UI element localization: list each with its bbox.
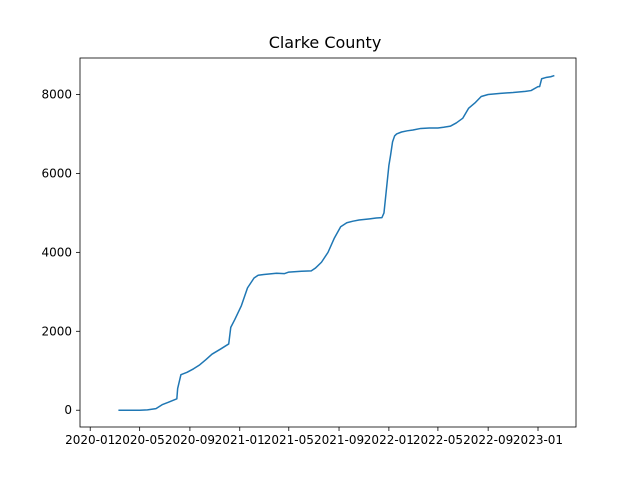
chart-title: Clarke County (269, 33, 382, 52)
x-tick-label: 2021-05 (264, 433, 314, 447)
y-axis-ticks: 0 2000 4000 6000 8000 (41, 88, 80, 417)
x-tick-label: 2022-01 (364, 433, 414, 447)
series-line (118, 74, 555, 411)
y-tick-label: 8000 (41, 88, 72, 102)
y-tick-label: 2000 (41, 324, 72, 338)
x-tick-label: 2021-01 (215, 433, 265, 447)
y-tick-label: 0 (64, 403, 72, 417)
x-tick-label: 2022-09 (463, 433, 513, 447)
y-tick-label: 4000 (41, 245, 72, 259)
x-tick-label: 2020-01 (65, 433, 115, 447)
x-tick-label: 2022-05 (413, 433, 463, 447)
plot-area (80, 58, 576, 427)
x-tick-label: 2023-01 (513, 433, 563, 447)
y-tick-label: 6000 (41, 166, 72, 180)
x-tick-label: 2021-09 (314, 433, 364, 447)
x-tick-label: 2020-09 (165, 433, 215, 447)
plot-frame (79, 57, 577, 428)
x-tick-label: 2020-05 (115, 433, 165, 447)
